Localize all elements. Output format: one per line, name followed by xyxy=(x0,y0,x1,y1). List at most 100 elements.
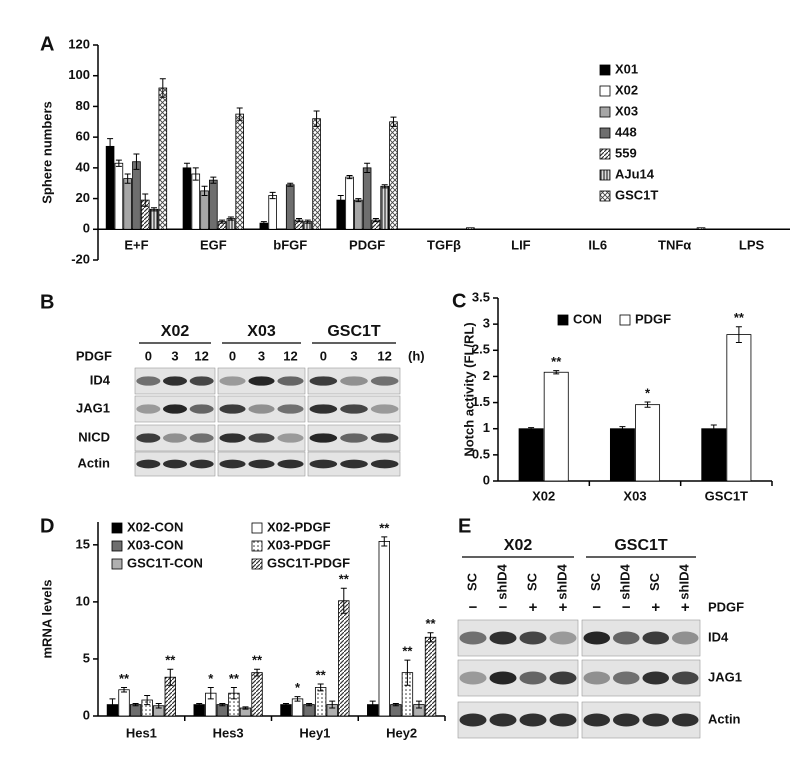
error-bar xyxy=(201,185,208,196)
error-bar xyxy=(121,686,128,693)
error-bar xyxy=(553,370,560,375)
legend-swatch xyxy=(111,540,123,552)
error-bar xyxy=(355,198,362,203)
blot-band xyxy=(642,671,670,685)
y-tick-label: 0 xyxy=(483,472,490,487)
bar xyxy=(518,428,544,482)
legend-swatch xyxy=(599,85,611,97)
error-bar xyxy=(196,702,203,707)
error-bar xyxy=(151,207,158,212)
error-bar xyxy=(294,696,301,702)
legend-label: X03 xyxy=(615,103,638,118)
panel-label: D xyxy=(40,515,54,537)
y-axis-label: Sphere numbers xyxy=(39,101,54,204)
y-tick-label: 2.5 xyxy=(472,342,490,357)
y-tick-label: 80 xyxy=(76,98,90,113)
lane-label: 3 xyxy=(171,348,178,363)
treatment-sign: + xyxy=(529,599,538,616)
bar xyxy=(338,600,350,717)
bar xyxy=(235,113,244,230)
blot-band xyxy=(671,713,699,727)
blot-band xyxy=(248,433,275,443)
y-tick-label: 3 xyxy=(483,316,490,331)
bar xyxy=(280,704,292,717)
y-tick-label: 3.5 xyxy=(472,289,490,304)
error-bar xyxy=(313,110,320,127)
blot-band xyxy=(489,713,517,727)
bar xyxy=(543,371,569,482)
significance-label: ** xyxy=(379,520,390,535)
bar xyxy=(118,689,130,717)
bar xyxy=(193,704,205,717)
error-bar xyxy=(337,195,344,206)
bar xyxy=(696,227,706,230)
x-tick-label: TGFβ xyxy=(427,238,461,253)
significance-label: * xyxy=(208,671,214,686)
blot-band xyxy=(163,433,187,443)
blot-band xyxy=(309,376,338,386)
x-tick-label: bFGF xyxy=(273,238,307,253)
blot-strip xyxy=(457,659,579,697)
bar xyxy=(268,195,277,230)
y-tick-label: 5 xyxy=(83,650,90,665)
panel-label: C xyxy=(452,290,466,312)
blot-band xyxy=(370,376,399,386)
y-tick-label: 10 xyxy=(76,593,90,608)
blot-band xyxy=(189,404,214,414)
treatment-sign: − xyxy=(622,599,631,616)
blot-band xyxy=(671,631,699,645)
x-tick-label: EGF xyxy=(200,238,227,253)
error-bar xyxy=(242,706,249,710)
bar xyxy=(158,87,168,230)
bar xyxy=(635,404,661,482)
error-bar xyxy=(710,424,717,433)
bar xyxy=(378,541,390,717)
legend-label: X02 xyxy=(615,82,638,97)
lane-label: SC xyxy=(647,572,662,591)
blot-band xyxy=(370,433,399,443)
blot-band xyxy=(642,713,670,727)
bar xyxy=(380,185,389,230)
error-bar xyxy=(159,78,166,98)
bar xyxy=(105,145,115,230)
error-bar xyxy=(329,700,336,709)
lane-label: 0 xyxy=(229,348,236,363)
treatment-sign: − xyxy=(592,599,601,616)
row-label: NICD xyxy=(78,429,110,444)
error-bar xyxy=(260,221,267,226)
panel-label: A xyxy=(40,33,54,55)
lane-label: 3 xyxy=(350,348,357,363)
legend-label: GSC1T-PDGF xyxy=(267,555,350,570)
treatment-sign: + xyxy=(651,599,660,616)
blot-band xyxy=(459,631,487,645)
blot-band xyxy=(219,376,246,386)
bar xyxy=(701,428,727,482)
error-bar xyxy=(381,536,388,547)
x-tick-label: LIF xyxy=(511,238,531,253)
bar xyxy=(129,704,142,717)
error-bar xyxy=(369,700,376,709)
blot-band xyxy=(163,376,187,386)
blot-band xyxy=(309,433,338,443)
error-bar xyxy=(381,184,388,189)
blot-band xyxy=(370,404,399,414)
bar xyxy=(149,208,159,230)
x-tick-label: PDGF xyxy=(349,238,385,253)
blot-band xyxy=(671,671,699,685)
x-tick-label: Hey2 xyxy=(386,725,417,740)
legend-label: CON xyxy=(573,311,602,326)
error-bar xyxy=(227,216,234,221)
lane-label: SC xyxy=(464,572,479,591)
significance-label: * xyxy=(295,680,301,695)
significance-label: * xyxy=(645,385,651,400)
blot-band xyxy=(163,459,187,469)
error-bar xyxy=(340,587,347,614)
blot-band xyxy=(248,376,275,386)
x-tick-label: Hes1 xyxy=(126,725,157,740)
blot-band xyxy=(370,459,399,469)
legend-label: GSC1T-CON xyxy=(127,555,203,570)
significance-label: ** xyxy=(551,354,562,369)
legend-swatch xyxy=(111,558,123,570)
error-bar xyxy=(364,162,371,173)
